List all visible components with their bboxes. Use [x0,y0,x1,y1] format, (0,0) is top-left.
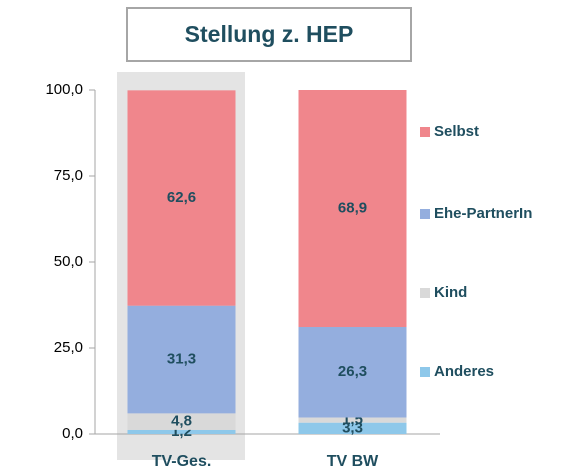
legend-label: Ehe-PartnerIn [434,205,532,222]
bar-segment [298,90,407,328]
bar-segment [127,90,236,306]
x-tick-label: TV BW [327,453,379,470]
x-tick-label: TV-Ges. [152,453,212,470]
bar-segment [298,327,407,418]
legend-label: Kind [434,284,467,301]
legend-swatch [420,127,430,137]
y-tick-label: 50,0 [54,253,83,270]
legend-swatch [420,288,430,298]
data-label: 62,6 [167,189,196,206]
y-tick-label: 75,0 [54,167,83,184]
legend-swatch [420,209,430,219]
y-tick-label: 25,0 [54,339,83,356]
bar-segment [127,429,236,434]
legend-label: Anderes [434,363,494,380]
bar-segment [298,422,407,434]
chart-title: Stellung z. HEP [185,21,354,47]
data-label: 3,3 [342,419,363,436]
data-label: 26,3 [338,363,367,380]
legend-label: Selbst [434,123,479,140]
bar-segment [127,305,236,414]
bar-segment [298,417,407,423]
y-tick-label: 0,0 [62,425,83,442]
y-tick-label: 100,0 [45,81,83,98]
data-label: 68,9 [338,199,367,216]
legend-swatch [420,367,430,377]
data-label: 31,3 [167,350,196,367]
data-label: 4,8 [171,413,192,430]
bar-segment [127,413,236,430]
title-box [126,7,412,62]
